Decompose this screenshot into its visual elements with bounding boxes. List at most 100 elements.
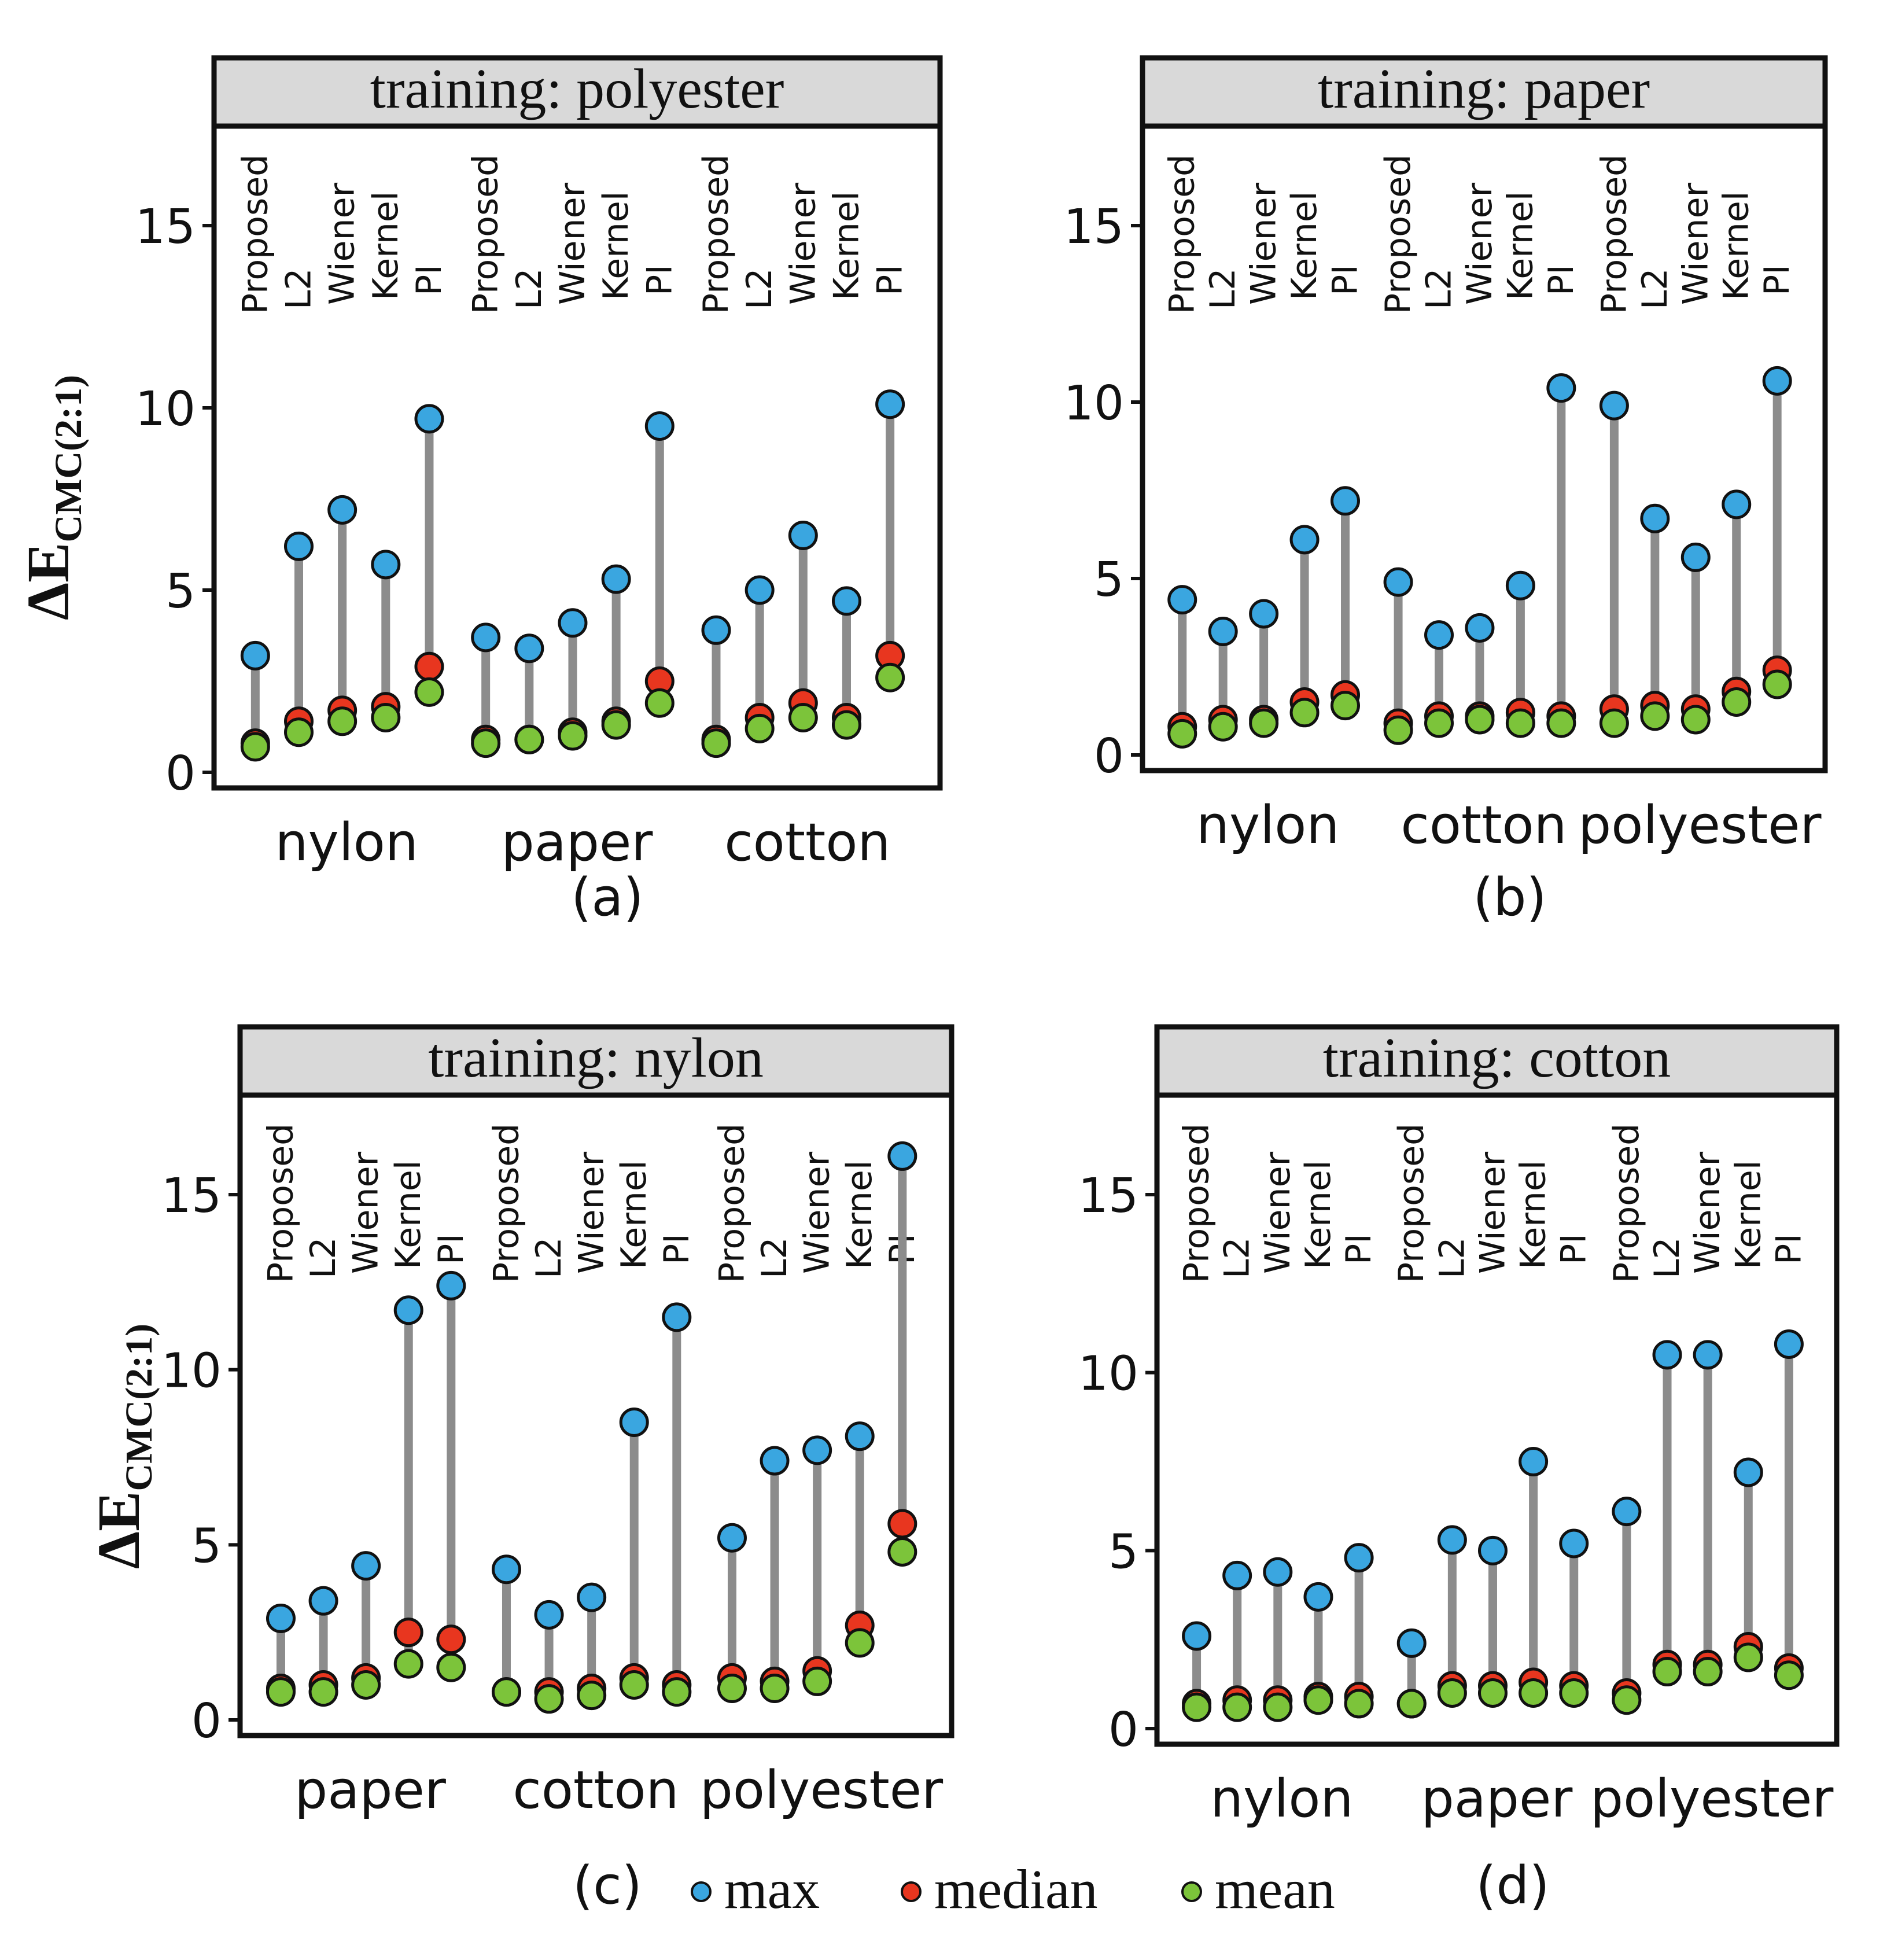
mean-point [558, 721, 588, 751]
method-label: Kernel [614, 1160, 654, 1270]
mean-point [1383, 715, 1413, 745]
mean-point [1762, 669, 1792, 699]
max-point [1762, 366, 1792, 396]
mean-point [1249, 708, 1279, 738]
mean-point [1652, 1657, 1682, 1687]
mean-point [845, 1628, 875, 1658]
x-group-label: nylon [275, 812, 418, 873]
max-point [327, 495, 358, 525]
y-tick-label: 10 [135, 382, 196, 437]
method-label: Kernel [1513, 1160, 1554, 1270]
max-point [1208, 617, 1238, 646]
mean-point [308, 1677, 338, 1707]
legend-mean-label: mean [1215, 1858, 1335, 1920]
legend-median-label: median [934, 1858, 1098, 1920]
max-point [393, 1295, 423, 1325]
legend-median-marker [901, 1881, 922, 1902]
x-group-label: polyester [700, 1760, 943, 1821]
y-tick-label: 10 [1078, 1347, 1138, 1402]
method-label: Wiener [1675, 182, 1716, 305]
max-point [601, 564, 631, 594]
method-label: Kernel [1716, 191, 1757, 301]
max-point [240, 640, 270, 670]
legend-mean-marker [1181, 1881, 1202, 1902]
x-group-label: paper [1421, 1769, 1573, 1829]
mean-point [1505, 708, 1535, 738]
mean-point [1303, 1685, 1333, 1715]
mean-point [701, 728, 731, 758]
mean-point [745, 713, 775, 743]
method-label: L2 [1647, 1237, 1687, 1279]
method-label: Proposed [466, 154, 506, 314]
max-point [1263, 1557, 1293, 1587]
method-label: L2 [739, 268, 780, 310]
panel-header [211, 55, 943, 129]
mean-point [1222, 1692, 1252, 1722]
max-point [577, 1582, 607, 1612]
panel-title: training: cotton [1323, 1027, 1671, 1089]
mean-point [351, 1670, 381, 1700]
y-tick-label: 5 [165, 564, 196, 619]
max-point [283, 531, 314, 561]
max-point [1733, 1457, 1763, 1487]
max-point [1559, 1528, 1589, 1559]
method-label: PI [639, 264, 680, 296]
y-axis-label-bottom: ΔECMC(2:1) [86, 1324, 160, 1569]
mean-point [471, 728, 501, 758]
method-label: Wiener [783, 182, 823, 305]
mean-point [1331, 691, 1361, 721]
mean-point [577, 1681, 607, 1711]
max-point [1383, 567, 1413, 597]
method-label: L2 [509, 268, 550, 310]
y-axis-label-top: ΔECMC(2:1) [15, 375, 90, 620]
method-label: Proposed [235, 154, 275, 314]
method-label: L2 [1432, 1237, 1472, 1279]
method-label: Proposed [486, 1123, 526, 1283]
mean-point [514, 724, 544, 754]
method-label: Kernel [596, 191, 636, 301]
max-point [436, 1270, 466, 1300]
method-label: Wiener [322, 182, 363, 305]
max-point [760, 1446, 790, 1476]
max-point [1477, 1535, 1508, 1565]
panel-title: training: paper [1318, 58, 1650, 120]
mean-point [1182, 1692, 1212, 1722]
max-point [745, 575, 775, 605]
mean-point [831, 710, 861, 740]
svg-text:ΔECMC(2:1): ΔECMC(2:1) [15, 375, 90, 620]
max-point [1599, 390, 1629, 421]
method-label: L2 [278, 268, 319, 310]
max-point [514, 633, 544, 664]
max-point [831, 586, 861, 616]
method-label: Wiener [1460, 182, 1500, 305]
method-label: PI [870, 264, 911, 296]
mean-point [1167, 719, 1197, 749]
max-point [471, 622, 501, 653]
mean-point [1693, 1657, 1723, 1687]
mean-point [1477, 1678, 1508, 1708]
y-tick-label: 0 [191, 1694, 222, 1749]
panel-header [237, 1024, 954, 1098]
method-label: PI [1554, 1233, 1594, 1265]
method-label: Wiener [346, 1151, 386, 1274]
method-label: Proposed [712, 1123, 752, 1283]
mean-point [1640, 701, 1670, 731]
max-point [802, 1435, 832, 1465]
max-point [491, 1554, 521, 1585]
method-label: Proposed [1177, 1123, 1217, 1283]
mean-point [717, 1674, 747, 1704]
method-label: PI [657, 1233, 697, 1265]
ylabel-main: ΔE [15, 542, 82, 620]
mean-point [601, 710, 631, 740]
mean-point [371, 703, 401, 732]
max-point [717, 1523, 747, 1553]
mean-point [436, 1652, 466, 1682]
method-label: Wiener [572, 1151, 612, 1274]
max-point [619, 1407, 649, 1437]
panel-title: training: nylon [428, 1027, 764, 1089]
max-point [414, 404, 444, 434]
method-label: L2 [1635, 268, 1675, 310]
method-label: PI [431, 1233, 471, 1265]
method-label: Kernel [1284, 191, 1325, 301]
mean-point [662, 1677, 692, 1707]
